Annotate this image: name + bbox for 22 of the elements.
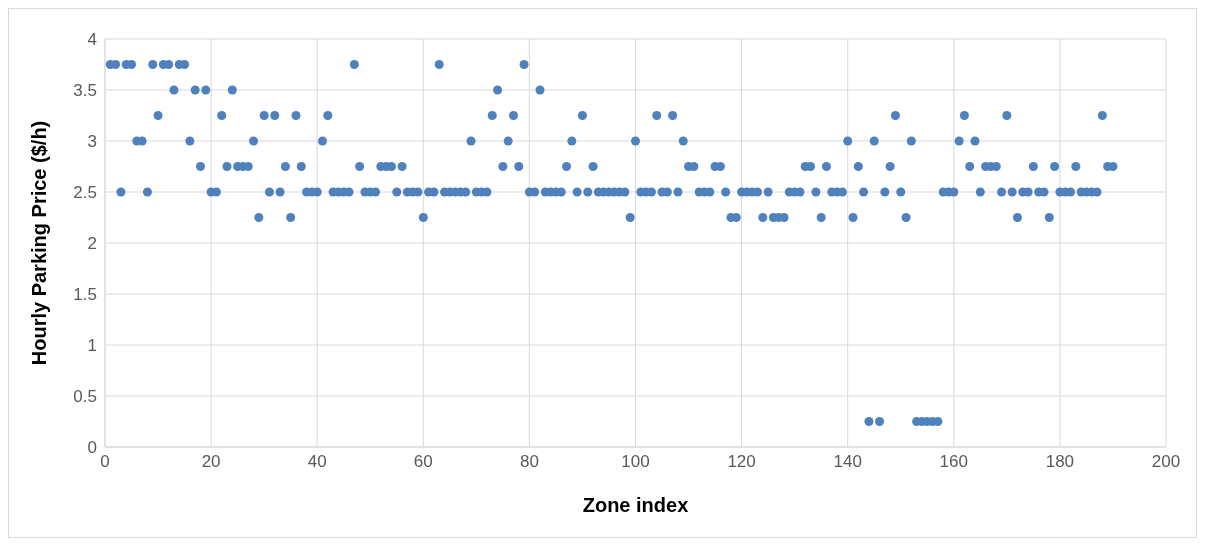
x-tick-label: 40: [307, 452, 327, 472]
x-tick-label: 140: [833, 452, 862, 472]
y-tick-label: 1: [87, 336, 97, 356]
x-tick-label: 0: [100, 452, 110, 472]
x-tick-label: 100: [621, 452, 650, 472]
x-tick-label: 200: [1151, 452, 1181, 472]
y-tick-label: 3.5: [73, 81, 97, 101]
y-tick-label: 3: [87, 132, 97, 152]
x-tick-label: 120: [727, 452, 756, 472]
y-tick-label: 0.5: [73, 387, 97, 407]
x-axis-title: Zone index: [582, 494, 689, 516]
x-tick-label: 160: [939, 452, 968, 472]
x-tick-label: 20: [201, 452, 221, 472]
y-tick-label: 1.5: [73, 285, 97, 305]
x-tick-label: 60: [413, 452, 433, 472]
x-tick-label: 80: [519, 452, 539, 472]
y-tick-label: 2.5: [73, 183, 97, 203]
y-axis-title: Hourly Parking Price ($/h): [28, 120, 51, 366]
y-tick-label: 0: [87, 438, 97, 458]
y-tick-label: 4: [87, 30, 97, 50]
x-tick-label: 180: [1045, 452, 1075, 472]
y-tick-label: 2: [87, 234, 97, 254]
